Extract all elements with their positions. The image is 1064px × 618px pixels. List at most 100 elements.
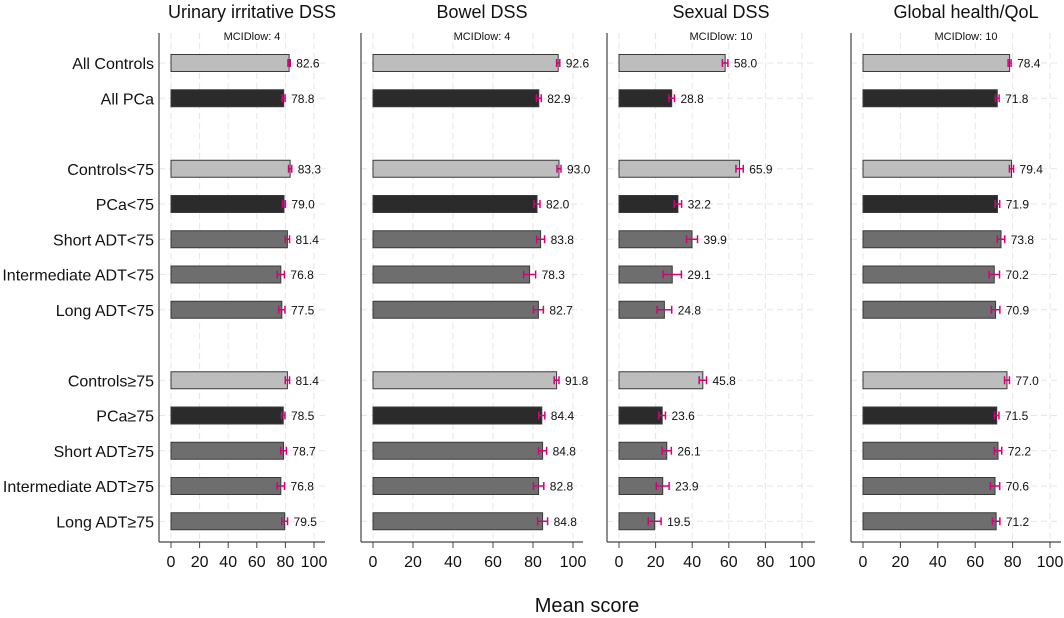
- error-bar: [1003, 376, 1011, 385]
- x-axis-title: Mean score: [535, 595, 640, 617]
- error-bar: [647, 517, 662, 526]
- error-bar: [555, 59, 561, 67]
- category-label: Controls<75: [67, 162, 154, 179]
- data-label: 84.8: [553, 444, 577, 458]
- bar: [372, 265, 531, 284]
- x-tick-label: 0: [369, 554, 378, 571]
- data-label: 92.6: [566, 57, 590, 71]
- bar: [372, 477, 540, 495]
- bar: [170, 230, 288, 249]
- bar: [170, 406, 284, 425]
- error-bar: [994, 94, 1000, 103]
- data-label: 78.3: [542, 268, 566, 282]
- error-bar: [698, 376, 708, 385]
- panel-title: Urinary irritative DSS: [168, 2, 336, 22]
- category-label: PCa≥75: [96, 409, 154, 426]
- panel: 0 20 40 60 80 100 Bowel DSS MCIDlow: 4 92.6 82.9 9…: [360, 2, 591, 571]
- bar: [618, 89, 673, 108]
- error-bar: [533, 200, 541, 208]
- error-bar: [658, 411, 667, 420]
- error-bar: [277, 305, 286, 314]
- error-bar: [989, 482, 1001, 490]
- bar: [372, 195, 538, 213]
- bar: [862, 54, 1011, 72]
- data-label: 83.8: [551, 233, 575, 247]
- data-label: 71.5: [1005, 409, 1029, 423]
- data-label: 29.1: [687, 268, 711, 282]
- bar: [170, 159, 291, 178]
- data-label: 71.8: [1005, 92, 1029, 106]
- x-tick-label: 100: [560, 554, 587, 571]
- x-tick-label: 40: [683, 554, 701, 571]
- error-bar: [537, 446, 548, 455]
- data-label: 39.9: [704, 233, 728, 247]
- error-bar: [662, 270, 683, 279]
- category-label: Short ADT<75: [53, 232, 154, 249]
- bar: [170, 512, 286, 531]
- bar: [170, 371, 288, 390]
- panel: 0 20 40 60 80 100 Urinary irritative DSS MCIDlo…: [158, 2, 336, 571]
- error-bar: [553, 376, 560, 385]
- bar: [618, 406, 663, 425]
- data-label: 82.0: [546, 198, 570, 212]
- error-bar: [522, 270, 537, 279]
- data-label: 82.8: [550, 480, 574, 494]
- x-tick-label: 60: [720, 554, 738, 571]
- error-bar: [661, 446, 673, 455]
- data-label: 81.4: [296, 374, 320, 388]
- bar: [372, 441, 544, 460]
- panel-subtitle: MCIDlow: 4: [224, 31, 281, 43]
- data-label: 77.0: [1015, 374, 1039, 388]
- data-label: 71.9: [1006, 198, 1030, 212]
- error-bar: [656, 305, 673, 314]
- x-tick-label: 20: [191, 554, 209, 571]
- error-bar: [538, 411, 546, 420]
- bar: [862, 159, 1012, 178]
- category-label: Long ADT≥75: [56, 514, 154, 531]
- data-label: 78.4: [1017, 57, 1041, 71]
- bar: [862, 512, 997, 531]
- category-label: Intermediate ADT≥75: [3, 479, 154, 496]
- data-label: 76.8: [291, 480, 315, 494]
- x-tick-label: 0: [167, 554, 176, 571]
- error-bar: [996, 235, 1006, 244]
- error-bar: [532, 305, 545, 314]
- data-label: 23.6: [671, 409, 695, 423]
- bar: [618, 371, 704, 390]
- x-tick-label: 100: [301, 554, 328, 571]
- x-tick-label: 60: [484, 554, 502, 571]
- error-bar: [284, 376, 291, 385]
- bar: [618, 159, 741, 178]
- error-bar: [655, 482, 670, 490]
- panel-title: Sexual DSS: [672, 2, 769, 22]
- data-label: 77.5: [291, 303, 315, 317]
- bar: [170, 54, 290, 72]
- error-bar: [281, 517, 289, 526]
- bar: [618, 230, 693, 249]
- data-label: 73.8: [1011, 233, 1035, 247]
- data-label: 93.0: [567, 162, 591, 176]
- data-label: 70.2: [1006, 268, 1030, 282]
- data-label: 71.2: [1006, 515, 1030, 529]
- bar: [372, 159, 560, 178]
- bar: [170, 477, 282, 495]
- error-bar: [281, 94, 286, 103]
- error-bar: [532, 482, 545, 490]
- error-bar: [276, 482, 286, 490]
- error-bar: [1007, 59, 1012, 67]
- category-labels: All Controls All PCa Controls<75 PCa<75 Shor…: [2, 56, 154, 531]
- data-label: 91.8: [565, 374, 589, 388]
- bar: [862, 477, 996, 495]
- error-bar: [673, 200, 683, 208]
- bar: [862, 406, 998, 425]
- data-label: 83.3: [298, 162, 322, 176]
- data-label: 28.8: [680, 92, 704, 106]
- x-tick-label: 20: [892, 554, 910, 571]
- data-label: 19.5: [667, 515, 691, 529]
- error-bar: [685, 235, 699, 244]
- bar: [372, 512, 544, 531]
- category-label: Controls≥75: [68, 373, 154, 390]
- x-tick-label: 80: [1004, 554, 1022, 571]
- bar: [170, 265, 282, 284]
